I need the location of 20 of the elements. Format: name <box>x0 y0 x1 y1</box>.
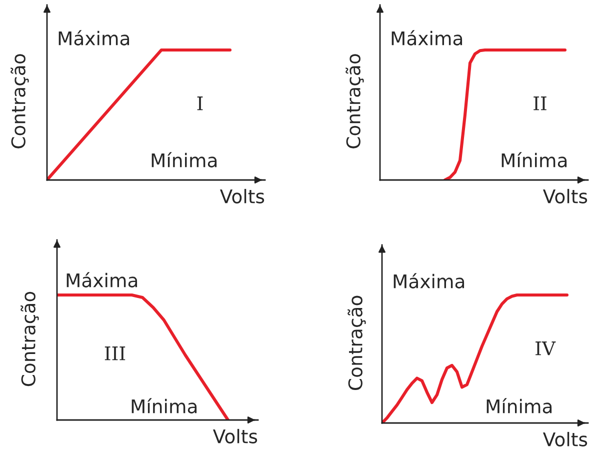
annotation: IV <box>536 342 556 356</box>
y-axis-title: Contração <box>10 54 29 148</box>
text: Máxima <box>392 30 462 46</box>
annotation: II <box>534 96 546 110</box>
annotation: Mínima <box>132 398 197 414</box>
text: Máxima <box>66 272 138 288</box>
annotation: Mínima <box>502 152 567 168</box>
x-axis-title: Volts <box>212 428 258 444</box>
annotation: Mínima <box>152 152 217 168</box>
text: Máxima <box>394 273 464 288</box>
y-axis-title: Contração <box>348 296 366 390</box>
y-axis-title: Contração <box>346 54 364 148</box>
annotation: Mínima <box>486 398 552 414</box>
annotation: I <box>197 96 203 110</box>
x-axis-title: Volts <box>220 188 264 204</box>
x-axis-title: Volts <box>542 432 588 446</box>
annotation: III <box>104 346 126 360</box>
text: Máxima <box>58 30 130 46</box>
y-axis-title: Contração <box>20 292 39 386</box>
x-axis-title: Volts <box>542 188 588 204</box>
